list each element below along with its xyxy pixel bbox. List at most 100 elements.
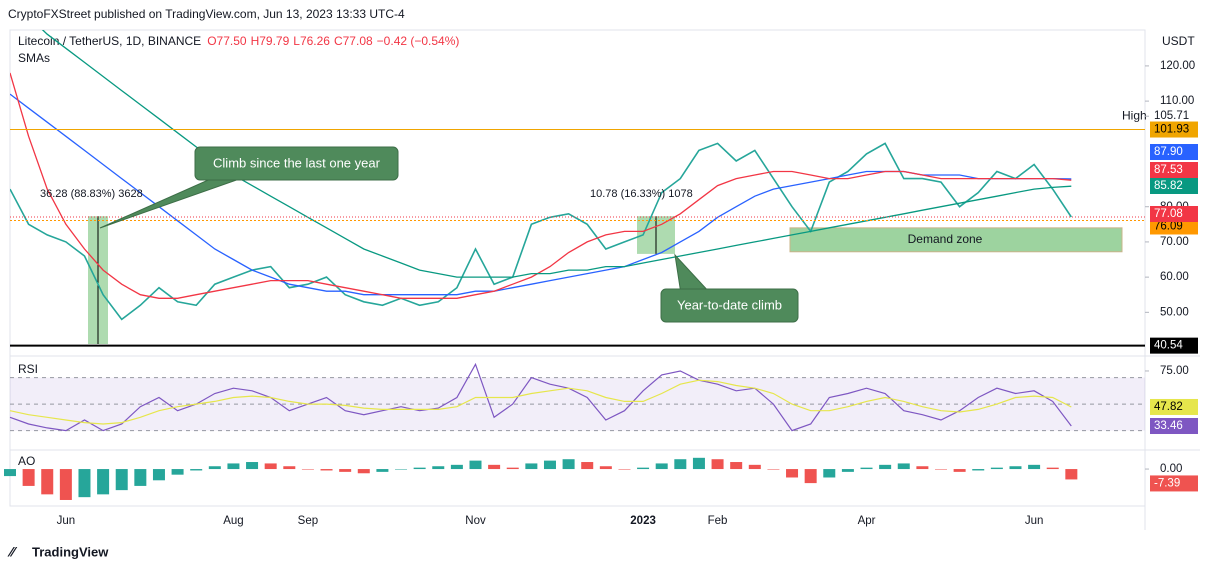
level-label-bg (1150, 337, 1198, 354)
level-label: 101.93 (1154, 124, 1189, 136)
ao-bar (897, 463, 910, 470)
ao-bar (469, 460, 482, 470)
ao-bar (450, 464, 463, 470)
last-price-label: 77.08 (1154, 208, 1183, 220)
ao-bar (804, 469, 817, 484)
ao-bar (711, 459, 724, 470)
pane-label: AO (18, 454, 35, 468)
sma-line (41, 30, 1072, 278)
indicators: SMAs (18, 51, 50, 65)
currency: USDT (1162, 34, 1195, 48)
level-label: 76.09 (1154, 221, 1183, 233)
ao-bar (1065, 469, 1078, 480)
callout-text: Year-to-date climb (677, 297, 782, 312)
ao-value-label: -7.39 (1154, 477, 1180, 489)
x-tick-label: Jun (1025, 515, 1044, 527)
y-tick-label: 110.00 (1160, 95, 1194, 107)
measure-label: 36.28 (88.83%) 3628 (40, 188, 143, 200)
y-tick-label: 70.00 (1160, 236, 1189, 248)
ao-bar (376, 469, 389, 472)
y-tick-label: 75.00 (1160, 365, 1189, 377)
footer: TradingView (32, 544, 109, 559)
ao-bar (41, 469, 54, 495)
ao-bar (748, 464, 761, 470)
ao-bar (860, 467, 873, 470)
level-label-bg (1150, 218, 1198, 235)
ao-bar (59, 469, 72, 500)
ao-bar (674, 459, 687, 470)
ao-bar (115, 469, 128, 491)
y-tick-label: 60.00 (1160, 271, 1189, 283)
frame (9, 29, 1146, 507)
pane-label: RSI (18, 362, 38, 376)
ao-bar (171, 469, 184, 475)
x-tick-label: Jun (57, 515, 76, 527)
sma-line (10, 93, 1072, 296)
ao-bar (264, 463, 277, 470)
callout-pointer (674, 253, 713, 295)
x-tick-label: Feb (708, 515, 728, 527)
y-tick-label: 120.00 (1160, 60, 1195, 72)
sma-label-bg (1150, 162, 1198, 178)
ao-bar (767, 469, 780, 470)
rsi-value-label: 33.46 (1154, 420, 1183, 432)
demand-zone (789, 227, 1123, 253)
ao-bar (562, 459, 575, 470)
rsi-value-label-bg (1150, 418, 1198, 435)
ao-bar (543, 460, 556, 470)
ao-bar (637, 467, 650, 470)
ao-bar (786, 469, 799, 478)
ao-bar (506, 467, 519, 470)
level-label-bg (1150, 121, 1198, 138)
ao-bar (581, 462, 594, 470)
sma-label-bg (1150, 144, 1198, 160)
ao-bar (413, 467, 426, 470)
ao-bar (841, 469, 854, 472)
sma-label-bg (1150, 178, 1198, 194)
x-tick-label: 2023 (630, 515, 656, 527)
published: CryptoFXStreet published on TradingView.… (8, 7, 405, 21)
level-label: 40.54 (1154, 340, 1183, 352)
x-tick-label: Sep (298, 515, 318, 527)
ao-bar (1009, 466, 1022, 470)
ao-bar (488, 464, 501, 470)
price-pane (10, 30, 1123, 345)
symbol: Litecoin / TetherUS, 1D, BINANCE O77.50 H7… (18, 34, 459, 48)
ao-bar (190, 469, 203, 471)
ao-bar (1046, 467, 1059, 470)
x-tick-label: Apr (858, 515, 876, 527)
ao-bar (692, 457, 705, 470)
y-tick-label: 50.00 (1160, 306, 1189, 318)
ao-bar (655, 463, 668, 470)
ao-bar (97, 469, 110, 495)
x-tick-label: Nov (465, 515, 486, 527)
ao-bar (972, 469, 985, 471)
zone-label: Demand zone (908, 232, 983, 246)
ao-bar (879, 464, 892, 470)
callout-text: Climb since the last one year (213, 155, 381, 170)
high-label: High (1122, 108, 1147, 122)
ao-bar (599, 466, 612, 470)
price-line (10, 142, 1072, 321)
ao-bar (1028, 464, 1041, 470)
ao-bar (618, 469, 631, 470)
ao-bar (152, 469, 165, 481)
rsi-value-label: 47.82 (1154, 401, 1183, 413)
ao-bar (730, 462, 743, 470)
ao-bar (227, 463, 240, 470)
ao-bar (4, 469, 16, 477)
y-tick-label: 0.00 (1160, 463, 1182, 475)
rsi-value-label-bg (1150, 398, 1198, 415)
rsi-line (9, 379, 1072, 425)
ao-bar (301, 469, 314, 470)
rsi-line (9, 362, 1072, 432)
ao-bar (525, 463, 538, 470)
measure-label: 10.78 (16.33%) 1078 (590, 188, 693, 200)
ao-bar (208, 466, 221, 470)
ao-bar (339, 469, 352, 472)
overlay: 50.0060.0070.0080.00110.00120.00JunAugSe… (4, 60, 1198, 527)
sma-label: 87.90 (1154, 146, 1183, 158)
ao-bar (432, 466, 445, 470)
callout-box (660, 288, 799, 323)
sma-label: 85.82 (1154, 180, 1183, 192)
